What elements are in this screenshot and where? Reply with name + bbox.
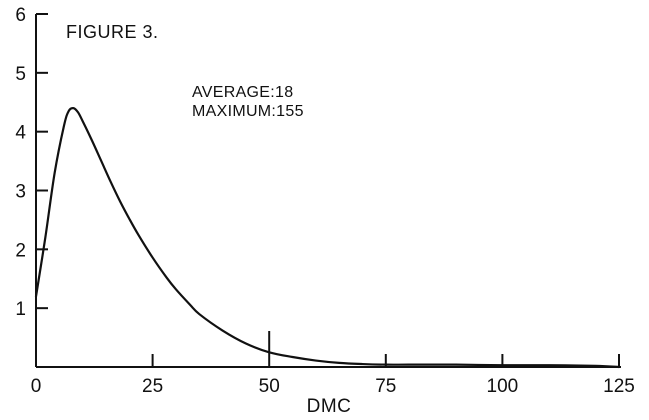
x-tick-label-50: 50 [259, 376, 280, 397]
x-axis-ticks: 0 25 50 75 100 125 [31, 331, 635, 397]
y-tick-label-4: 4 [15, 123, 26, 144]
y-tick-label-2: 2 [15, 240, 26, 261]
x-tick-label-25: 25 [142, 376, 163, 397]
average-annotation: AVERAGE:18 [192, 84, 293, 101]
figure-title: FIGURE 3. [66, 22, 159, 42]
x-tick-label-0: 0 [31, 376, 42, 397]
x-tick-label-100: 100 [487, 376, 519, 397]
y-axis-ticks: 1 2 3 4 5 6 [15, 5, 48, 320]
y-tick-label-6: 6 [15, 5, 26, 26]
x-tick-label-75: 75 [375, 376, 396, 397]
y-tick-label-3: 3 [15, 182, 26, 203]
x-axis-label: DMC [307, 396, 352, 417]
x-tick-label-125: 125 [603, 376, 635, 397]
maximum-annotation: MAXIMUM:155 [192, 103, 304, 120]
y-tick-label-5: 5 [15, 64, 26, 85]
y-tick-label-1: 1 [15, 299, 26, 320]
distribution-curve [34, 106, 621, 369]
